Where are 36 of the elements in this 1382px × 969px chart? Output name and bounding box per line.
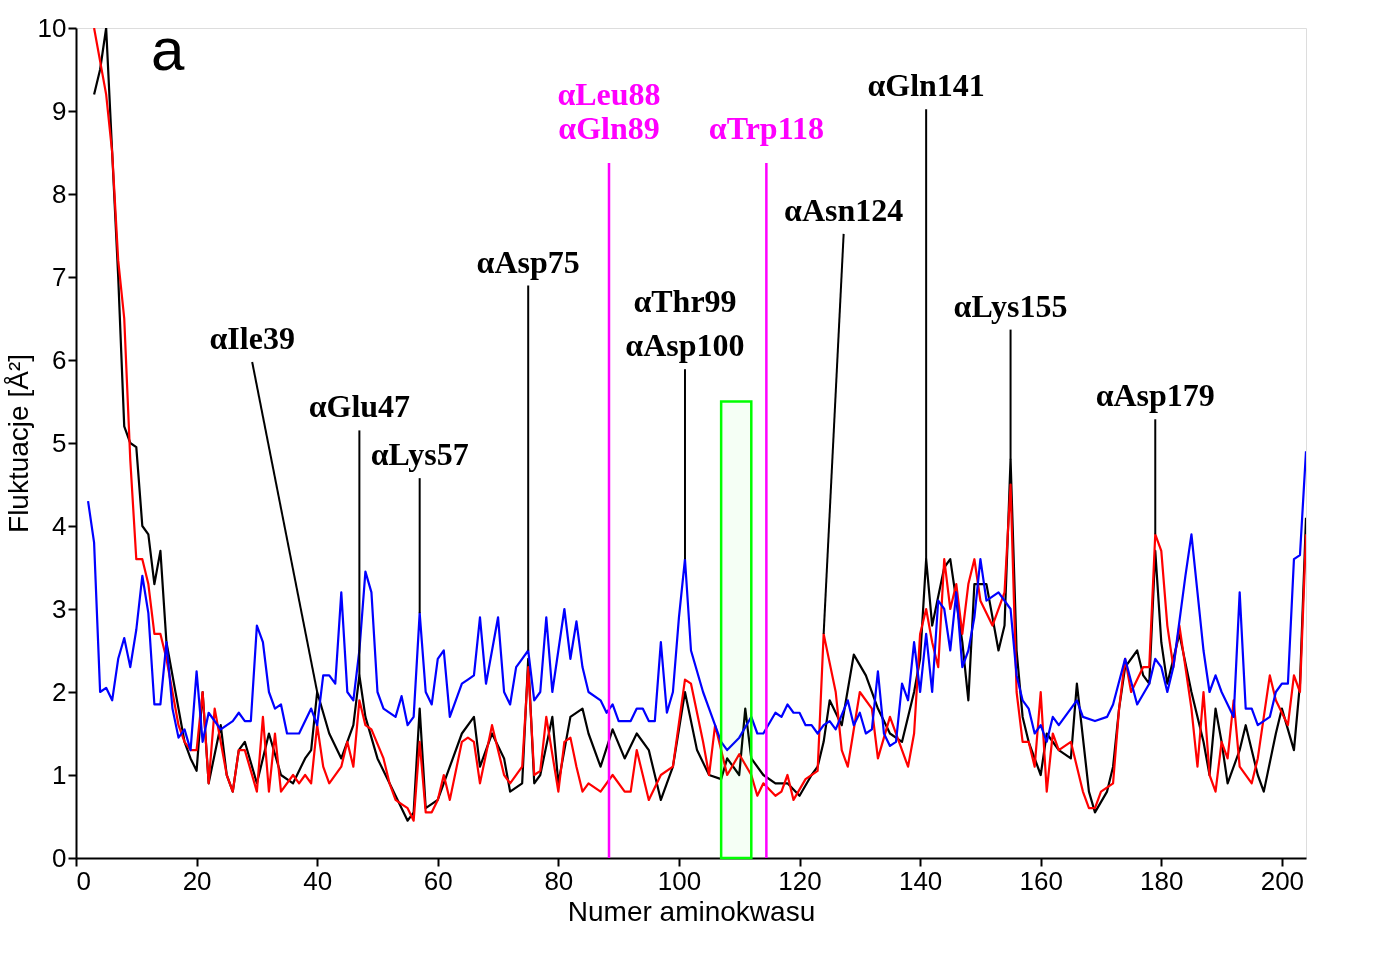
y-tick-label: 8 xyxy=(52,178,67,209)
x-tick-label: 0 xyxy=(76,865,91,896)
annotation: αAsp75 xyxy=(476,243,580,280)
y-tick-label: 6 xyxy=(52,344,67,375)
y-tick-label: 7 xyxy=(52,261,67,292)
y-tick-label: 4 xyxy=(52,510,67,541)
annotation: αGlu47 xyxy=(308,388,411,425)
annotation: αAsp179 xyxy=(1095,377,1215,414)
x-axis-title: Numer aminokwasu xyxy=(567,895,816,927)
annotation: αLys155 xyxy=(953,287,1068,324)
x-tick-label: 120 xyxy=(778,865,822,896)
x-tick-label: 160 xyxy=(1019,865,1063,896)
x-tick-label: 140 xyxy=(898,865,943,896)
annotation: αThr99 αAsp100 xyxy=(625,283,745,364)
ref-line-label: αTrp118 xyxy=(708,110,824,146)
y-tick-label: 9 xyxy=(52,95,67,126)
annotation: αGln141 xyxy=(867,67,985,104)
y-tick-label: 3 xyxy=(52,593,67,624)
ref-line-label: αLeu88 αGln89 xyxy=(557,76,661,146)
y-tick-label: 1 xyxy=(52,759,67,790)
x-tick-label: 40 xyxy=(303,865,333,896)
x-tick-label: 60 xyxy=(423,865,453,896)
annotation: αAsn124 xyxy=(784,191,904,228)
y-axis-title: Fluktuacje [Å²] xyxy=(2,354,34,533)
annotation: αIle39 xyxy=(209,320,295,356)
x-tick-label: 100 xyxy=(657,865,702,896)
y-tick-label: 0 xyxy=(52,842,67,873)
x-tick-label: 180 xyxy=(1140,865,1184,896)
y-tick-label: 2 xyxy=(52,676,67,707)
y-tick-label: 10 xyxy=(37,12,67,43)
x-tick-label: 200 xyxy=(1260,865,1305,896)
x-tick-label: 20 xyxy=(182,865,212,896)
annotation: a xyxy=(151,16,185,83)
x-tick-label: 80 xyxy=(544,865,574,896)
y-tick-label: 5 xyxy=(52,427,67,458)
annotation: αLys57 xyxy=(370,436,469,473)
